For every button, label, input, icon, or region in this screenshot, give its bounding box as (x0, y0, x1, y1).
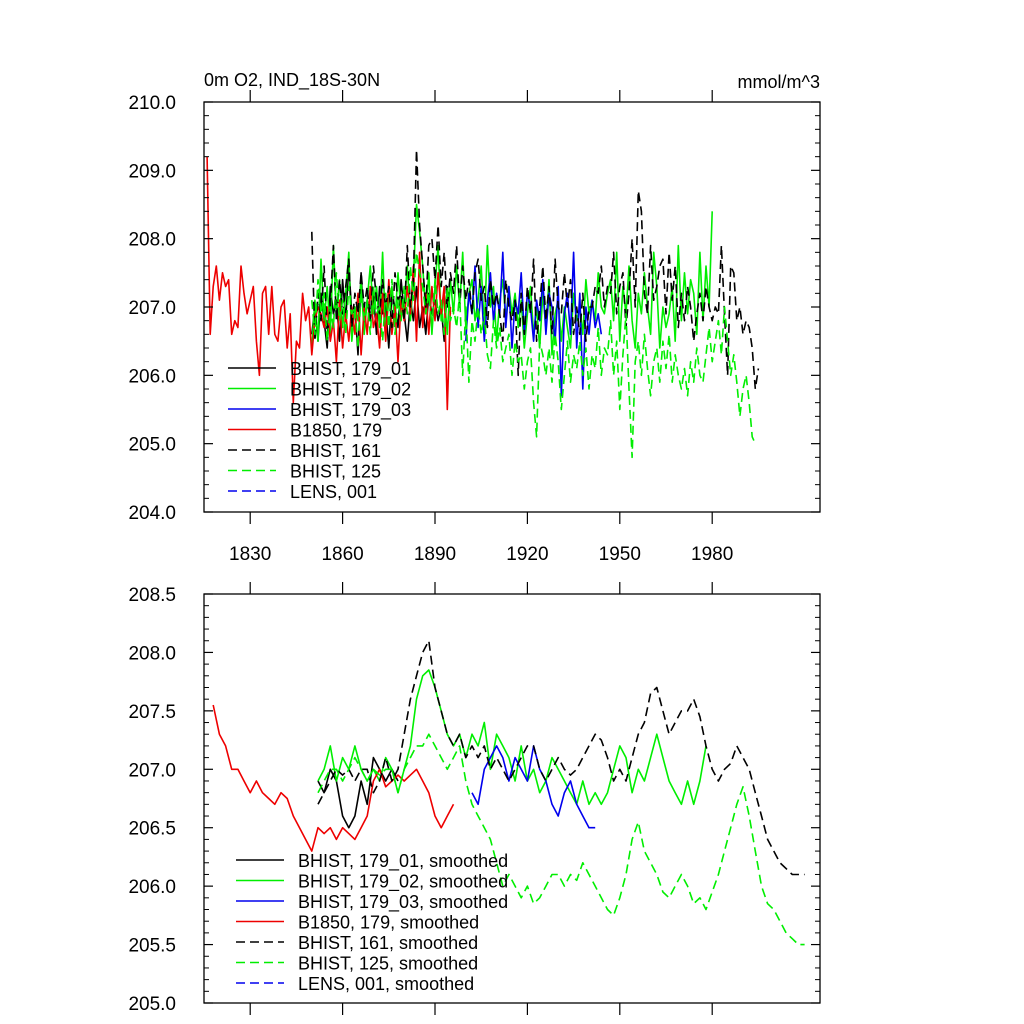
y-tick-label: 205.0 (128, 435, 176, 456)
series-line-b1850-179-smoothed (212, 704, 455, 852)
y-tick-label: 205.5 (128, 936, 176, 957)
y-tick-label: 205.0 (128, 994, 176, 1015)
y-tick-label: 206.0 (128, 366, 176, 387)
x-tick-label: 1980 (691, 544, 733, 565)
series-line-bhist-179-03 (465, 251, 603, 397)
bottom-panel: 205.0 205.5 206.0 206.5 207.0 207.5 208.0 208.5… (128, 582, 821, 1015)
legend-label: B1850, 179, smoothed (298, 913, 479, 933)
bottom-panel-series (212, 639, 805, 946)
y-tick-label: 208.0 (128, 230, 176, 251)
legend-label: BHIST, 179_03, smoothed (298, 892, 508, 913)
legend-label: BHIST, 179_03 (290, 400, 411, 421)
series-line-bhist-161-smoothed (317, 639, 805, 876)
series-line-b1850-179 (206, 156, 452, 411)
legend-label: BHIST, 179_01 (290, 359, 411, 380)
y-tick-label: 208.0 (128, 643, 176, 664)
x-tick-label: 1920 (506, 544, 548, 565)
series-line-bhist-179-02 (311, 203, 713, 356)
legend-label: BHIST, 179_02, smoothed (298, 872, 508, 893)
series-line-bhist-125 (311, 251, 757, 459)
legend-label: BHIST, 125, smoothed (298, 954, 478, 974)
legend-label: BHIST, 125 (290, 462, 381, 482)
plot-frame (203, 593, 821, 1004)
y-tick-label: 207.0 (128, 760, 176, 781)
series-line-bhist-125-smoothed (317, 733, 805, 946)
plot-area (206, 149, 760, 459)
top-panel: 0m O2, IND_18S-30N mmol/m^3 204.0205.020… (128, 70, 821, 565)
y-tick-label: 207.0 (128, 298, 176, 319)
y-tick-label: 204.0 (128, 503, 176, 524)
y-tick-label: 208.5 (128, 585, 176, 606)
legend-label: BHIST, 161, smoothed (298, 933, 478, 953)
x-tick-label: 1830 (229, 544, 271, 565)
top-panel-units: mmol/m^3 (738, 72, 820, 92)
legend-label: BHIST, 179_01, smoothed (298, 851, 508, 872)
x-tick-label: 1890 (414, 544, 456, 565)
legend-label: LENS, 001 (290, 482, 377, 502)
legend-label: BHIST, 161 (290, 441, 381, 461)
series-line-bhist-179-01-smoothed (317, 756, 399, 829)
y-tick-label: 206.0 (128, 877, 176, 898)
y-tick-label: 207.5 (128, 702, 176, 723)
top-panel-title: 0m O2, IND_18S-30N (204, 70, 380, 91)
legend-label: B1850, 179 (290, 421, 382, 441)
y-tick-label: 206.5 (128, 819, 176, 840)
plot-area (212, 639, 805, 946)
x-tick-label: 1860 (321, 544, 363, 565)
y-tick-label: 209.0 (128, 161, 176, 182)
x-tick-label: 1950 (599, 544, 641, 565)
top-panel-axes: 204.0 205.0 206.0 207.0 208.0 209.0 210.0 1830 1… (128, 90, 821, 565)
legend-label: LENS, 001, smoothed (298, 974, 474, 994)
legend-label: BHIST, 179_02 (290, 380, 411, 401)
y-tick-label: 210.0 (128, 93, 176, 114)
top-panel-series (206, 149, 760, 459)
bottom-panel-axes: 205.0 205.5 206.0 206.5 207.0 207.5 208.0 208.5 (128, 582, 821, 1015)
